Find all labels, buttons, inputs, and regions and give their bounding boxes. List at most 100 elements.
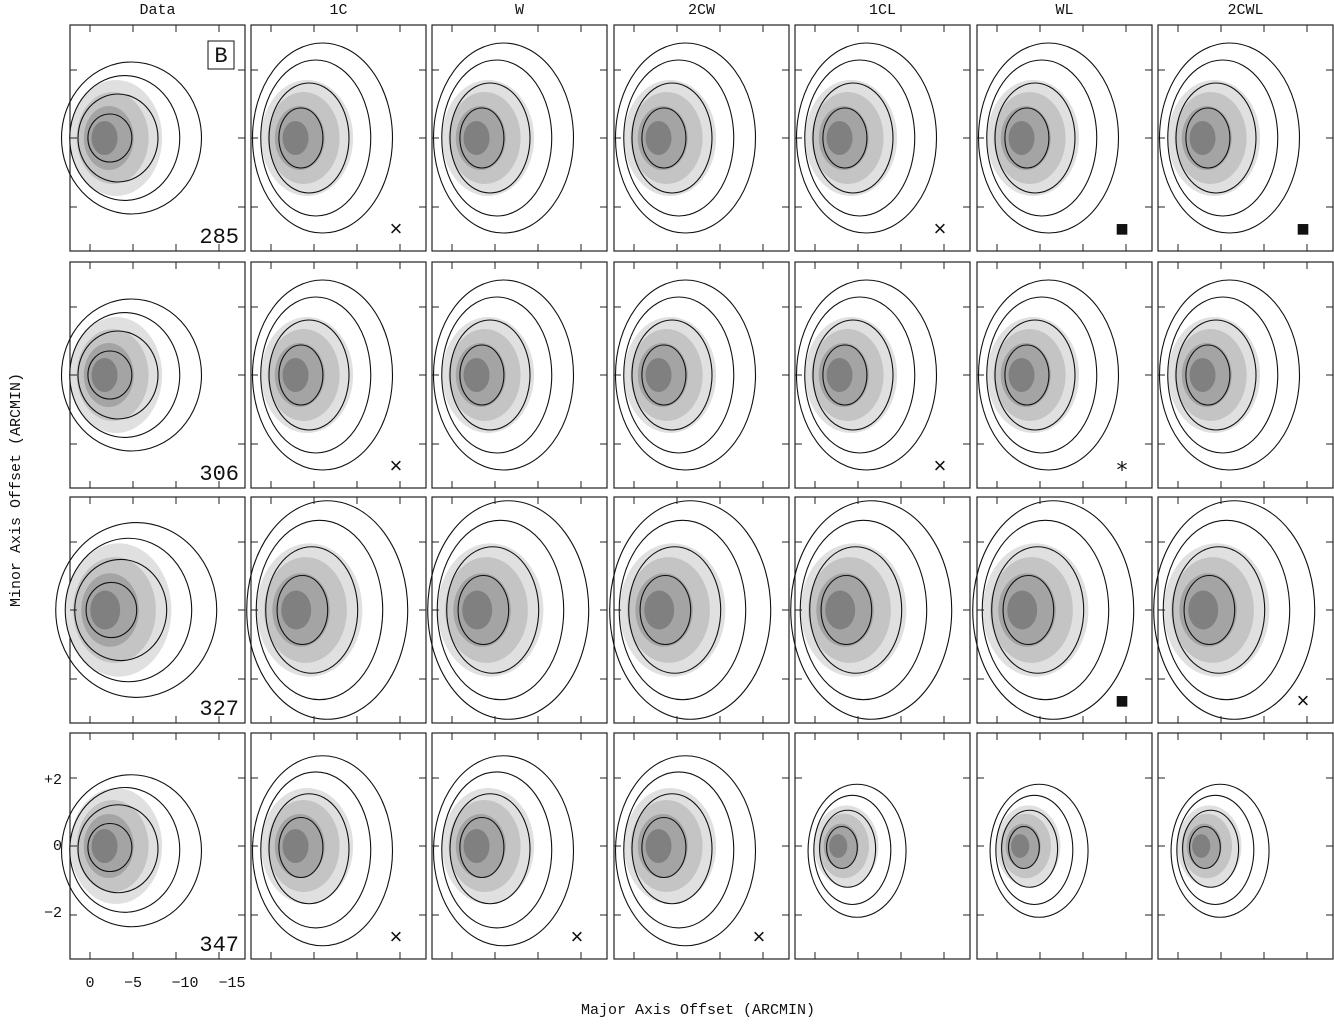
contour-line [427, 500, 590, 720]
panel [794, 24, 971, 252]
contour-fill [645, 121, 672, 155]
contour-fill [1189, 358, 1216, 392]
contour-line [1182, 809, 1240, 888]
model-marker: × [389, 926, 402, 951]
model-marker: × [389, 218, 402, 243]
column-title: 1C [329, 2, 347, 19]
panel [1157, 261, 1334, 489]
contour-fill [282, 358, 309, 392]
panel [1153, 496, 1334, 724]
contour-fill [825, 590, 856, 630]
contour-line [1175, 319, 1257, 431]
contour-line [55, 522, 218, 698]
contour-line [986, 59, 1098, 217]
contour-line [1175, 82, 1257, 194]
panel [250, 261, 427, 489]
panel [60, 261, 246, 489]
column-title: 2CW [688, 2, 715, 19]
contour-line [278, 107, 324, 169]
panel [431, 261, 608, 489]
contour-fill [1008, 121, 1035, 155]
contour-line [790, 500, 953, 720]
contour-line [809, 546, 903, 674]
contour-line [87, 113, 133, 163]
contour-line [631, 319, 713, 431]
contour-fill [463, 121, 490, 155]
panel [431, 732, 608, 960]
y-axis-title: Minor Axis Offset (ARCMIN) [8, 373, 25, 607]
contour-fill [463, 829, 490, 863]
contour-line [446, 546, 540, 674]
panel [976, 732, 1153, 960]
contour-fill [91, 829, 118, 863]
contour-line [69, 786, 181, 913]
x-tick-label: −5 [124, 975, 142, 992]
contour-line [449, 793, 531, 905]
contour-line [449, 319, 531, 431]
column-title: 2CWL [1227, 2, 1263, 19]
contour-line [87, 350, 133, 400]
column-title: Data [139, 2, 175, 19]
contour-fill [462, 590, 493, 630]
panel [431, 24, 608, 252]
panel [790, 496, 971, 724]
contour-line [268, 793, 350, 905]
contour-fill [1008, 358, 1035, 392]
contour-line [631, 82, 713, 194]
contour-line [441, 296, 553, 454]
row-label: 285 [199, 225, 239, 250]
panel-letter-box [207, 40, 235, 70]
model-marker: × [1296, 690, 1309, 715]
contour-line [807, 783, 907, 918]
contour-line [1167, 59, 1279, 217]
contour-fill [826, 358, 853, 392]
contour-line [251, 755, 394, 947]
contour-fill [91, 121, 118, 155]
contour-line [1167, 296, 1279, 454]
contour-line [628, 546, 722, 674]
contour-line [641, 107, 687, 169]
contour-line [994, 319, 1076, 431]
contour-fill [90, 590, 121, 630]
x-axis-title: Major Axis Offset (ARCMIN) [581, 1002, 815, 1019]
contour-line [1170, 783, 1270, 918]
panel [613, 732, 790, 960]
panel [250, 732, 427, 960]
contour-line [986, 296, 1098, 454]
contour-line [804, 59, 916, 217]
contour-line [87, 822, 133, 873]
panel [55, 496, 246, 724]
contour-line [457, 574, 510, 646]
x-tick-label: 0 [85, 975, 94, 992]
column-title: 1CL [869, 2, 896, 19]
contour-line [623, 59, 735, 217]
contour-line [812, 319, 894, 431]
contour-line [1185, 344, 1231, 406]
contour-line [60, 61, 203, 215]
panel [976, 261, 1153, 489]
contour-line [449, 82, 531, 194]
panel [60, 732, 246, 960]
y-tick-label: +2 [44, 772, 62, 789]
contour-line [631, 793, 713, 905]
panel [250, 24, 427, 252]
contour-line [459, 816, 505, 879]
panel [613, 261, 790, 489]
contour-line [609, 500, 772, 720]
model-marker: × [933, 455, 946, 480]
contour-line [804, 296, 916, 454]
contour-line [60, 774, 203, 928]
contour-line [1153, 500, 1316, 720]
contour-line [1007, 825, 1040, 870]
contour-line [278, 344, 324, 406]
model-marker: ■ [1296, 218, 1309, 243]
model-marker: × [389, 455, 402, 480]
x-tick-label: −15 [218, 975, 245, 992]
model-marker: × [752, 926, 765, 951]
panel [427, 496, 608, 724]
contour-fill [91, 358, 118, 392]
y-tick-label: −2 [44, 905, 62, 922]
contour-line [994, 82, 1076, 194]
contour-line [641, 344, 687, 406]
panel [1157, 732, 1334, 960]
